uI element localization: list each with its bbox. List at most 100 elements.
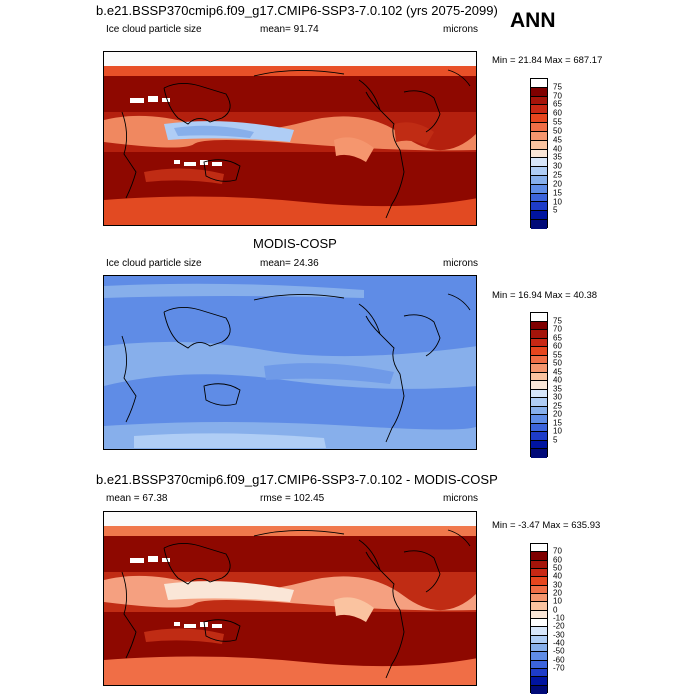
colorbar-swatch (531, 114, 547, 124)
colorbar-tick-label: 50 (553, 358, 562, 368)
panel3-minmax: Min = -3.47 Max = 635.93 (492, 520, 601, 531)
colorbar-swatch (531, 364, 547, 373)
colorbar-swatch (531, 423, 547, 433)
colorbar-tick-label: -30 (553, 630, 565, 640)
colorbar-tick-label: 50 (553, 563, 562, 573)
colorbar-swatch (531, 652, 547, 661)
colorbar-swatch (531, 398, 547, 407)
colorbar-tick-label: -40 (553, 638, 565, 648)
colorbar-swatch (531, 560, 547, 569)
colorbar-tick-label: 15 (553, 418, 562, 428)
colorbar-tick-label: 0 (553, 605, 558, 615)
colorbar-tick-label: -50 (553, 646, 565, 656)
colorbar-tick-label: -10 (553, 613, 565, 623)
colorbar-tick-label: 40 (553, 571, 562, 581)
colorbar-swatch (531, 347, 547, 356)
colorbar-swatch (531, 175, 547, 185)
colorbar-tick-label: -60 (553, 655, 565, 665)
colorbar-tick-label: 20 (553, 409, 562, 419)
colorbar-swatch (531, 202, 547, 212)
panel2-map (103, 275, 477, 450)
colorbar-tick-label: 20 (553, 588, 562, 598)
colorbar-tick-label: 35 (553, 152, 562, 162)
colorbar-tick-label: 65 (553, 99, 562, 109)
colorbar-tick-label: 75 (553, 82, 562, 92)
colorbar-tick-label: 40 (553, 144, 562, 154)
panel1-map (103, 51, 477, 226)
colorbar-swatch (531, 330, 547, 339)
colorbar-swatch (531, 140, 547, 150)
colorbar-swatch (531, 618, 547, 628)
colorbar-swatch (531, 87, 547, 97)
colorbar-swatch (531, 96, 547, 106)
panel1-colorbar (530, 78, 548, 229)
colorbar-swatch (531, 321, 547, 331)
colorbar-swatch (531, 593, 547, 603)
colorbar-tick-label: -20 (553, 621, 565, 631)
colorbar-tick-label: 30 (553, 161, 562, 171)
panel2-units: microns (443, 258, 479, 269)
colorbar-swatch (531, 544, 547, 553)
colorbar-swatch (531, 167, 547, 176)
panel2-colorbar (530, 312, 548, 458)
colorbar-tick-label: 50 (553, 126, 562, 136)
colorbar-tick-label: 10 (553, 596, 562, 606)
colorbar-tick-label: 55 (553, 350, 562, 360)
colorbar-tick-label: 15 (553, 188, 562, 198)
panel3-map (103, 511, 477, 686)
colorbar-swatch (531, 677, 547, 686)
colorbar-tick-label: 5 (553, 205, 558, 215)
colorbar-tick-label: 60 (553, 555, 562, 565)
colorbar-tick-label: 45 (553, 367, 562, 377)
colorbar-swatch (531, 381, 547, 390)
colorbar-tick-label: 10 (553, 426, 562, 436)
colorbar-swatch (531, 123, 547, 132)
colorbar-swatch (531, 635, 547, 644)
panel2-title: MODIS-COSP (253, 236, 337, 251)
colorbar-swatch (531, 131, 547, 141)
panel3-mean: mean = 67.38 (106, 493, 168, 504)
colorbar-tick-label: 30 (553, 580, 562, 590)
panel3-colorbar-labels: 70 60 50 40 30 20 10 0 -10 -20 -30 -40 -50 -60 -70 (553, 543, 583, 693)
colorbar-swatch (531, 685, 547, 694)
colorbar-swatch (531, 406, 547, 416)
colorbar-tick-label: 70 (553, 546, 562, 556)
panel2-mean: mean= 24.36 (260, 258, 319, 269)
panel2-map-field (104, 276, 476, 449)
colorbar-tick-label: 55 (553, 117, 562, 127)
panel1-units: microns (443, 24, 479, 35)
colorbar-swatch (531, 105, 547, 115)
panel2-variable: Ice cloud particle size (106, 258, 202, 269)
case-title: b.e21.BSSP370cmip6.f09_g17.CMIP6-SSP3-7.… (96, 3, 498, 18)
colorbar-tick-label: 10 (553, 197, 562, 207)
colorbar-swatch (531, 432, 547, 441)
colorbar-tick-label: 60 (553, 108, 562, 118)
panel1-minmax: Min = 21.84 Max = 687.17 (492, 55, 603, 66)
colorbar-tick-label: 45 (553, 135, 562, 145)
colorbar-swatch (531, 568, 547, 578)
colorbar-swatch (531, 585, 547, 594)
colorbar-tick-label: 25 (553, 401, 562, 411)
colorbar-swatch (531, 149, 547, 159)
colorbar-tick-label: 35 (553, 384, 562, 394)
colorbar-tick-label: 40 (553, 375, 562, 385)
colorbar-swatch (531, 184, 547, 194)
colorbar-swatch (531, 577, 547, 586)
colorbar-swatch (531, 668, 547, 678)
colorbar-swatch (531, 627, 547, 636)
colorbar-swatch (531, 660, 547, 669)
colorbar-swatch (531, 338, 547, 348)
panel1-colorbar-labels: 75 70 65 60 55 50 45 40 35 30 25 20 15 10 5 (553, 78, 583, 228)
colorbar-tick-label: 70 (553, 324, 562, 334)
colorbar-swatch (531, 389, 547, 399)
colorbar-swatch (531, 602, 547, 611)
colorbar-swatch (531, 440, 547, 450)
colorbar-swatch (531, 552, 547, 561)
panel3-title: b.e21.BSSP370cmip6.f09_g17.CMIP6-SSP3-7.… (96, 472, 498, 487)
colorbar-tick-label: 20 (553, 179, 562, 189)
colorbar-swatch (531, 313, 547, 322)
colorbar-swatch (531, 158, 547, 168)
panel1-variable: Ice cloud particle size (106, 24, 202, 35)
colorbar-swatch (531, 372, 547, 382)
colorbar-swatch (531, 610, 547, 619)
